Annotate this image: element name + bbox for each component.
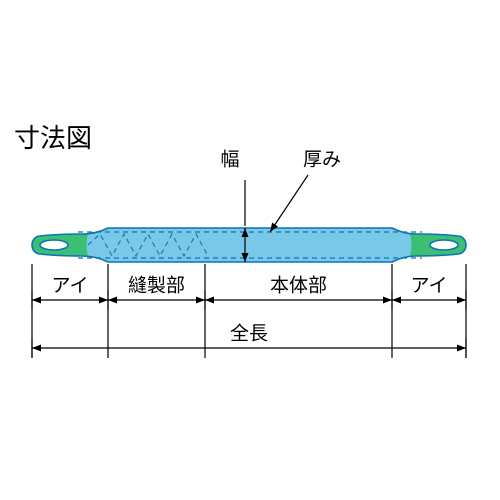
diagram-title: 寸法図 — [14, 118, 92, 155]
label-overall: 全長 — [230, 319, 268, 346]
label-eye-left: アイ — [51, 271, 88, 298]
label-sewn: 縫製部 — [128, 271, 185, 298]
label-eye-right: アイ — [410, 271, 447, 298]
label-body: 本体部 — [270, 271, 327, 298]
label-thickness: 厚み — [303, 145, 341, 172]
label-width: 幅 — [220, 145, 239, 172]
diagram-svg — [0, 0, 500, 500]
